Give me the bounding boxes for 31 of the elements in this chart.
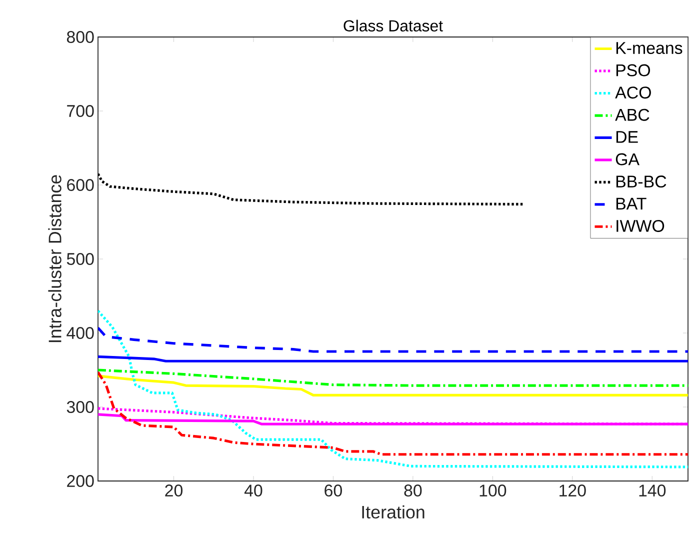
x-tick-label: 60 [324, 484, 342, 497]
legend-label: ACO [615, 86, 651, 99]
x-tick-label: 120 [560, 484, 586, 497]
legend-label: PSO [616, 64, 650, 76]
legend-label: K-means [616, 42, 682, 54]
line-series [98, 310, 688, 468]
y-tick-label: 300 [66, 401, 94, 413]
legend-label: DE [616, 131, 638, 143]
legend-label: IWWO [616, 220, 664, 232]
y-axis-title: Intra-cluster Distance [48, 175, 62, 342]
legend-label: BAT [616, 198, 646, 210]
line-series [98, 326, 688, 353]
line-series [98, 374, 688, 396]
x-tick-label: 140 [639, 484, 666, 497]
y-tick-label: 600 [67, 179, 94, 191]
x-tick-label: 100 [480, 484, 506, 497]
y-tick-label: 700 [67, 105, 94, 117]
line-series [98, 368, 688, 387]
legend-label: GA [616, 153, 640, 166]
x-axis-title: Iteration [362, 505, 424, 519]
chart-title: Glass Dataset [344, 20, 443, 32]
legend-label: ABC [615, 108, 650, 121]
y-tick-label: 400 [66, 327, 94, 339]
legend-label: BB-BC [616, 176, 666, 188]
y-tick-label: 200 [67, 475, 94, 487]
line-series [98, 370, 688, 456]
y-tick-label: 800 [66, 31, 94, 43]
x-tick-label: 40 [244, 484, 262, 497]
y-tick-label: 500 [66, 253, 94, 265]
x-tick-label: 20 [165, 484, 183, 497]
x-tick-label: 80 [404, 484, 422, 497]
